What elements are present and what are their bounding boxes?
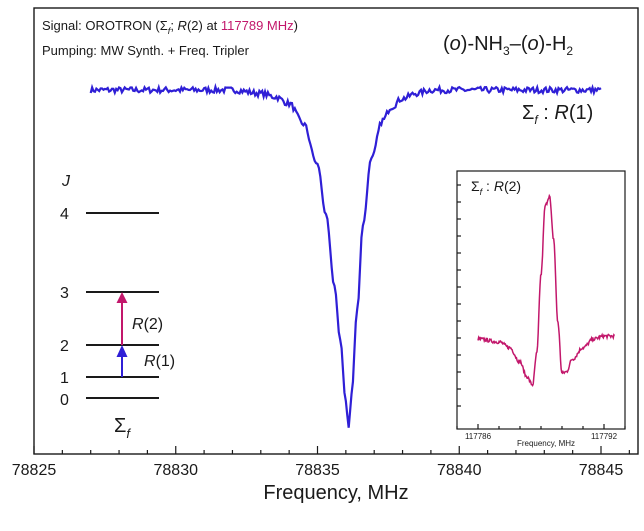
transition-label-r1: R(1) <box>144 353 175 370</box>
energy-level-diagram: J 4 3 2 1 0 R(2) R(1) Σf <box>60 173 175 441</box>
x-axis-label: Frequency, MHz <box>263 482 408 504</box>
x-tick-label: 78830 <box>154 462 199 479</box>
inset-title: Σf : R(2) <box>471 178 521 197</box>
level-label-0: 0 <box>60 392 69 409</box>
inset-x-axis-label: Frequency, MHz <box>517 439 575 448</box>
x-tick-label: 78845 <box>579 462 624 479</box>
level-label-4: 4 <box>60 206 69 223</box>
pumping-caption: Pumping: MW Synth. + Freq. Tripler <box>42 43 250 58</box>
level-label-3: 3 <box>60 285 69 302</box>
x-tick-label: 78825 <box>12 462 57 479</box>
curve-label-r1: Σf : R(1) <box>522 102 593 127</box>
x-tick-label: 78835 <box>295 462 340 479</box>
main-plot-frame <box>33 7 639 455</box>
signal-caption: Signal: OROTRON (Σf; R(2) at 117789 MHz) <box>42 18 298 36</box>
species-label: (o)-NH3–(o)-H2 <box>443 33 573 58</box>
sigma-f-label: Σf <box>114 415 131 441</box>
inset-frame <box>456 170 626 430</box>
transition-label-r2: R(2) <box>132 316 163 333</box>
level-label-1: 1 <box>60 370 69 387</box>
spectrum-line-r1 <box>89 82 602 428</box>
spectrum-line-r2 <box>477 193 616 387</box>
level-label-2: 2 <box>60 338 69 355</box>
x-tick-label: 78840 <box>437 462 482 479</box>
inset-plot: Σf : R(2) 117786 117792 Frequency, MHz <box>456 170 626 448</box>
arrow-head-r2-icon <box>116 292 128 303</box>
x-axis: 78825 78830 78835 78840 78845 <box>12 446 630 479</box>
arrow-head-r1-icon <box>116 345 128 357</box>
j-axis-label: J <box>61 173 71 190</box>
inset-x-tick-label: 117792 <box>591 432 618 441</box>
inset-x-tick-label: 117786 <box>465 432 492 441</box>
